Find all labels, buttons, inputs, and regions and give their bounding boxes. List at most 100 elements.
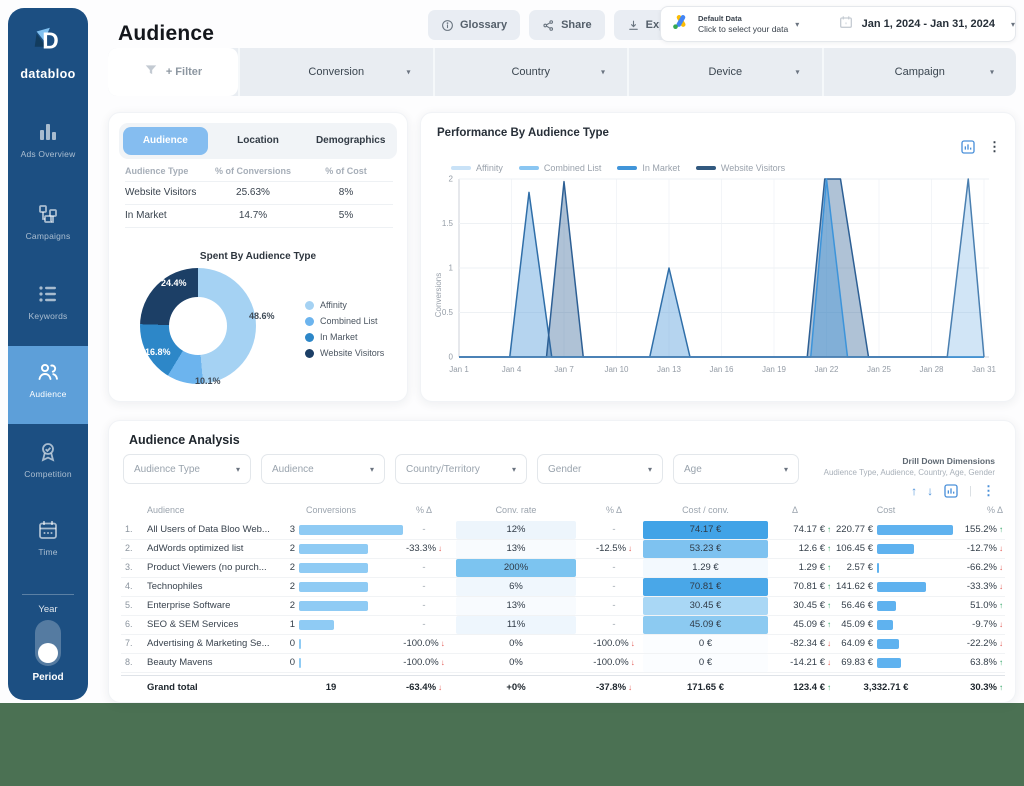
performance-line-chart[interactable]: 0 0.5 1 1.5 2 Jan 1 Jan 4 Jan 7 Jan 10 Jan 13 Jan … <box>433 173 1005 385</box>
heatmap-cell: 11% <box>456 615 576 634</box>
down-arrow-icon: ↓ <box>999 639 1003 648</box>
cell: -33.3% ↓ <box>374 539 474 558</box>
x-tick-label: Jan 19 <box>762 365 787 374</box>
legend-item[interactable]: Website Visitors <box>695 163 785 173</box>
heatmap-cell: 0% <box>456 634 576 653</box>
table-row: 5. Enterprise Software 2-13% -30.45 €30.45 … <box>121 596 1005 616</box>
value: -14.21 € <box>790 657 825 668</box>
databloo-logo-icon: D <box>29 28 67 64</box>
share-button[interactable]: Share <box>529 10 605 40</box>
legend-item[interactable]: Website Visitors <box>305 345 384 361</box>
drilldown-title: Drill Down Dimensions <box>902 456 995 466</box>
conversions-bar <box>299 657 301 668</box>
heatmap-cell: 0% <box>456 653 576 672</box>
value: -63.4% <box>405 682 437 693</box>
table-row: Website Visitors 25.63% 8% <box>125 182 393 205</box>
tab-label: Audience <box>123 127 208 155</box>
legend-label: Affinity <box>476 163 503 173</box>
filter-dropdown-campaign[interactable]: Campaign ▾ <box>821 48 1017 96</box>
cell: 70.81 € ↑ <box>759 577 831 596</box>
drill-down-icon[interactable]: ↓ <box>927 484 934 498</box>
value: 30.45 € <box>793 600 825 611</box>
legend-item[interactable]: In Market <box>617 163 680 173</box>
value: 63.8% <box>970 657 997 668</box>
people-icon <box>36 360 60 384</box>
cost-value: 106.45 € <box>836 543 873 554</box>
legend-swatch-icon <box>617 166 638 170</box>
cell: -12.7% ↓ <box>919 539 1003 558</box>
chevron-down-icon: ▾ <box>795 19 800 29</box>
data-source-title: Default Data <box>698 14 742 23</box>
chart-export-icon[interactable] <box>960 139 976 155</box>
down-arrow-icon: ↓ <box>630 658 635 667</box>
tab-demographics[interactable]: Demographics <box>304 123 397 159</box>
sidebar-item-competition[interactable]: Competition <box>8 440 88 498</box>
org-chart-icon <box>36 202 60 226</box>
legend-item[interactable]: Affinity <box>305 297 384 313</box>
donut-chart[interactable] <box>140 268 256 384</box>
conversions-value: 2 <box>289 600 295 611</box>
legend-item[interactable]: In Market <box>305 329 384 345</box>
sidebar-item-keywords[interactable]: Keywords <box>8 282 88 340</box>
year-period-toggle[interactable] <box>35 620 61 666</box>
cell: 14.7% <box>238 210 268 221</box>
sidebar-item-ads-overview[interactable]: Ads Overview <box>8 120 88 178</box>
filter-dropdown-device[interactable]: Device ▾ <box>627 48 822 96</box>
chart-export-icon[interactable] <box>943 483 959 499</box>
add-filter-button[interactable]: + Filter <box>108 48 238 96</box>
table-row: 8. Beauty Mavens 0 -100.0% ↓ 0% -100.0% ↓ 0 € -14… <box>121 653 1005 673</box>
conversions-total: 19 <box>325 682 337 693</box>
legend-label: In Market <box>320 332 358 342</box>
legend-item[interactable]: Combined List <box>305 313 384 329</box>
sidebar-item-audience[interactable]: Audience <box>8 346 88 424</box>
row-index: 2. <box>125 543 133 553</box>
data-source-subtitle: Click to select your data <box>698 24 789 34</box>
chart-actions: ⋮ <box>960 139 1001 155</box>
cost-value: 2.57 € <box>846 562 873 573</box>
analysis-filter-age[interactable]: Age ▾ <box>673 454 799 484</box>
x-tick-label: Jan 1 <box>449 365 469 374</box>
audience-name: Enterprise Software <box>147 600 231 611</box>
legend-dot-icon <box>305 348 314 358</box>
more-options-icon[interactable]: ⋮ <box>988 139 1001 154</box>
tab-audience[interactable]: Audience <box>119 123 212 159</box>
donut-slice-label: 24.4% <box>161 278 187 288</box>
filter-dropdown-conversion[interactable]: Conversion ▾ <box>238 48 433 96</box>
sidebar-item-campaigns[interactable]: Campaigns <box>8 202 88 260</box>
legend-item[interactable]: Affinity <box>451 163 503 173</box>
analysis-filter-audience[interactable]: Audience ▾ <box>261 454 385 484</box>
value: 45.09 € <box>793 619 825 630</box>
table-row: 6. SEO & SEM Services 1-11% -45.09 €45.09 €… <box>121 615 1005 635</box>
analysis-filter-gender[interactable]: Gender ▾ <box>537 454 663 484</box>
sidebar-item-time[interactable]: Time <box>8 518 88 576</box>
chevron-down-icon: ▾ <box>511 464 516 474</box>
button-label: Share <box>561 19 592 31</box>
cell: 45.09 € ↑ <box>759 615 831 634</box>
legend-item[interactable]: Combined List <box>518 163 601 173</box>
filter-dropdown-country[interactable]: Country ▾ <box>432 48 628 96</box>
down-arrow-icon: ↓ <box>440 658 445 667</box>
down-arrow-icon: ↓ <box>999 544 1003 553</box>
chevron-down-icon: ▾ <box>235 464 240 474</box>
databloo-logo[interactable]: D databloo <box>8 22 88 81</box>
glossary-button[interactable]: Glossary <box>428 10 521 40</box>
analysis-title: Audience Analysis <box>129 433 240 447</box>
analysis-filter-country-territory[interactable]: Country/Territory ▾ <box>395 454 527 484</box>
drill-up-icon[interactable]: ↑ <box>911 484 918 498</box>
cell: 25.63% <box>236 187 270 198</box>
header-buttons: GlossaryShareExport <box>428 10 694 40</box>
data-source-selector[interactable]: Default Data Click to select your data ▾ <box>661 12 822 37</box>
x-tick-label: Jan 16 <box>709 365 734 374</box>
audience-type-table: Audience Type % of Conversions % of Cost W… <box>125 163 393 228</box>
value: -12.5% <box>595 543 627 554</box>
more-options-icon[interactable]: ⋮ <box>982 483 995 498</box>
dropdown-label: Audience Type <box>134 463 200 475</box>
analysis-filter-audience-type[interactable]: Audience Type ▾ <box>123 454 251 484</box>
value: -12.7% <box>966 543 997 554</box>
tab-location[interactable]: Location <box>212 123 305 159</box>
x-tick-label: Jan 22 <box>814 365 839 374</box>
date-range-picker[interactable]: Jan 1, 2024 - Jan 31, 2024 ▾ <box>822 14 1015 35</box>
y-axis-label: Conversions <box>434 273 443 317</box>
performance-chart-card: Performance By Audience Type ⋮ Affinity C… <box>420 112 1016 402</box>
